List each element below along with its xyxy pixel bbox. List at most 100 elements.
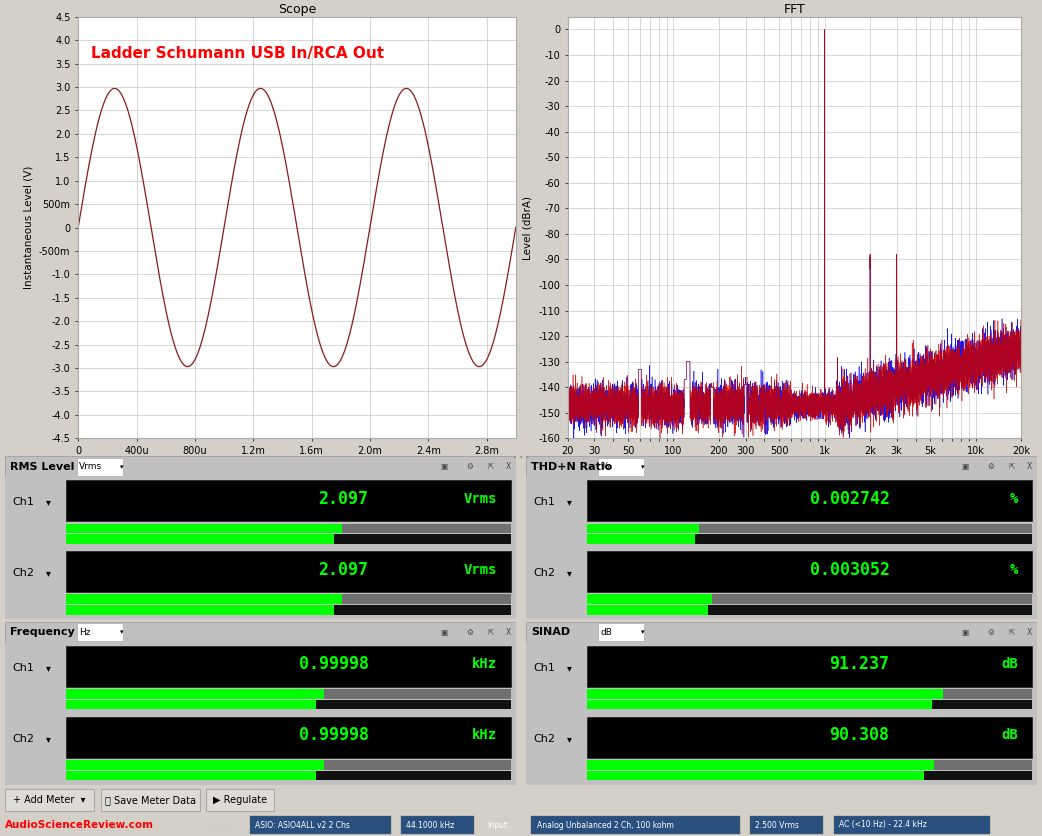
Bar — [588, 480, 1032, 522]
Bar — [67, 689, 324, 699]
Bar — [698, 523, 1032, 533]
Bar — [526, 548, 1037, 619]
Text: ⚙: ⚙ — [988, 462, 994, 472]
Bar — [250, 816, 391, 834]
Bar — [588, 594, 712, 604]
Text: ▣: ▣ — [962, 628, 969, 637]
Text: • • •: • • • — [513, 455, 529, 461]
Bar — [588, 605, 1032, 614]
Text: Vrms: Vrms — [464, 492, 497, 506]
Text: ▾: ▾ — [567, 663, 572, 673]
Y-axis label: Level (dBrA): Level (dBrA) — [523, 196, 532, 259]
Text: kHz: kHz — [472, 728, 497, 742]
Text: Output:: Output: — [203, 820, 235, 829]
Text: 2.097: 2.097 — [319, 561, 369, 579]
Text: ▾: ▾ — [46, 568, 51, 579]
Bar — [588, 605, 709, 614]
Text: + Add Meter  ▾: + Add Meter ▾ — [14, 795, 85, 805]
Bar — [712, 594, 1032, 604]
Text: ▶ Regulate: ▶ Regulate — [214, 795, 267, 805]
Text: %: % — [1010, 492, 1018, 506]
Text: kHz: kHz — [472, 657, 497, 671]
Bar — [67, 534, 511, 543]
Bar — [206, 789, 274, 811]
Bar — [67, 534, 333, 543]
Text: ⚙: ⚙ — [988, 628, 994, 637]
Bar — [588, 534, 695, 543]
Bar — [67, 480, 511, 522]
Bar — [526, 622, 1037, 643]
Bar — [5, 477, 516, 548]
Text: AudioScienceReview.com: AudioScienceReview.com — [5, 820, 154, 830]
Text: 91.237: 91.237 — [829, 655, 890, 673]
Text: ▾: ▾ — [641, 630, 645, 635]
Bar — [588, 700, 933, 709]
Bar — [531, 816, 740, 834]
Text: X: X — [1026, 462, 1032, 472]
Text: dB: dB — [600, 628, 612, 637]
Bar — [526, 714, 1037, 785]
Bar — [588, 771, 923, 780]
Text: 0.003052: 0.003052 — [810, 561, 890, 579]
Bar — [834, 816, 990, 834]
Text: ▾: ▾ — [46, 663, 51, 673]
Bar — [324, 760, 511, 769]
Bar — [67, 760, 324, 769]
Text: %: % — [1010, 563, 1018, 577]
Text: Input:: Input: — [488, 820, 511, 829]
Text: ⇱: ⇱ — [1008, 462, 1015, 472]
Text: Ch1: Ch1 — [534, 663, 555, 673]
Text: RMS Level: RMS Level — [10, 461, 75, 472]
Text: ▾: ▾ — [567, 568, 572, 579]
Text: 90.308: 90.308 — [829, 726, 890, 744]
Text: 💾 Save Meter Data: 💾 Save Meter Data — [105, 795, 196, 805]
Bar — [67, 605, 511, 614]
Bar — [598, 458, 644, 476]
Text: SINAD: SINAD — [531, 627, 570, 637]
Bar — [67, 605, 333, 614]
Text: ▾: ▾ — [120, 630, 124, 635]
Bar — [67, 551, 511, 592]
Bar — [5, 622, 516, 643]
Bar — [5, 548, 516, 619]
Bar — [588, 645, 1032, 687]
Text: ▾: ▾ — [120, 464, 124, 470]
Y-axis label: Instantaneous Level (V): Instantaneous Level (V) — [24, 166, 33, 289]
Bar — [750, 816, 823, 834]
Text: Ladder Schumann USB In/RCA Out: Ladder Schumann USB In/RCA Out — [92, 46, 384, 61]
Text: 0.99998: 0.99998 — [299, 726, 369, 744]
Text: 0.99998: 0.99998 — [299, 655, 369, 673]
Text: 2.500 Vrms: 2.500 Vrms — [755, 820, 799, 829]
Text: Ch2: Ch2 — [13, 568, 34, 579]
Text: X: X — [1026, 628, 1032, 637]
X-axis label: Time (s): Time (s) — [276, 461, 318, 472]
Bar — [5, 714, 516, 785]
Bar — [5, 456, 516, 477]
Text: THD+N Ratio: THD+N Ratio — [531, 461, 613, 472]
Text: 0.002742: 0.002742 — [810, 490, 890, 507]
Bar — [342, 523, 511, 533]
Bar — [77, 458, 123, 476]
Bar — [67, 594, 342, 604]
Text: 44.1000 kHz: 44.1000 kHz — [406, 820, 454, 829]
Title: Scope: Scope — [278, 3, 316, 16]
Text: ▾: ▾ — [567, 734, 572, 744]
Bar — [588, 523, 698, 533]
Bar — [588, 551, 1032, 592]
Bar — [101, 789, 200, 811]
Text: ▾: ▾ — [46, 734, 51, 744]
Bar — [588, 771, 1032, 780]
Text: Vrms: Vrms — [79, 462, 102, 472]
Bar — [526, 477, 1037, 548]
Text: ▣: ▣ — [962, 462, 969, 472]
Text: ⇱: ⇱ — [487, 462, 494, 472]
Text: Hz: Hz — [79, 628, 91, 637]
Bar — [5, 643, 516, 714]
Text: Ch1: Ch1 — [13, 663, 34, 673]
Bar — [588, 534, 1032, 543]
Bar — [67, 523, 342, 533]
Text: dB: dB — [1001, 657, 1018, 671]
Text: ▾: ▾ — [641, 464, 645, 470]
Bar — [67, 700, 511, 709]
Text: ⇱: ⇱ — [1008, 628, 1015, 637]
